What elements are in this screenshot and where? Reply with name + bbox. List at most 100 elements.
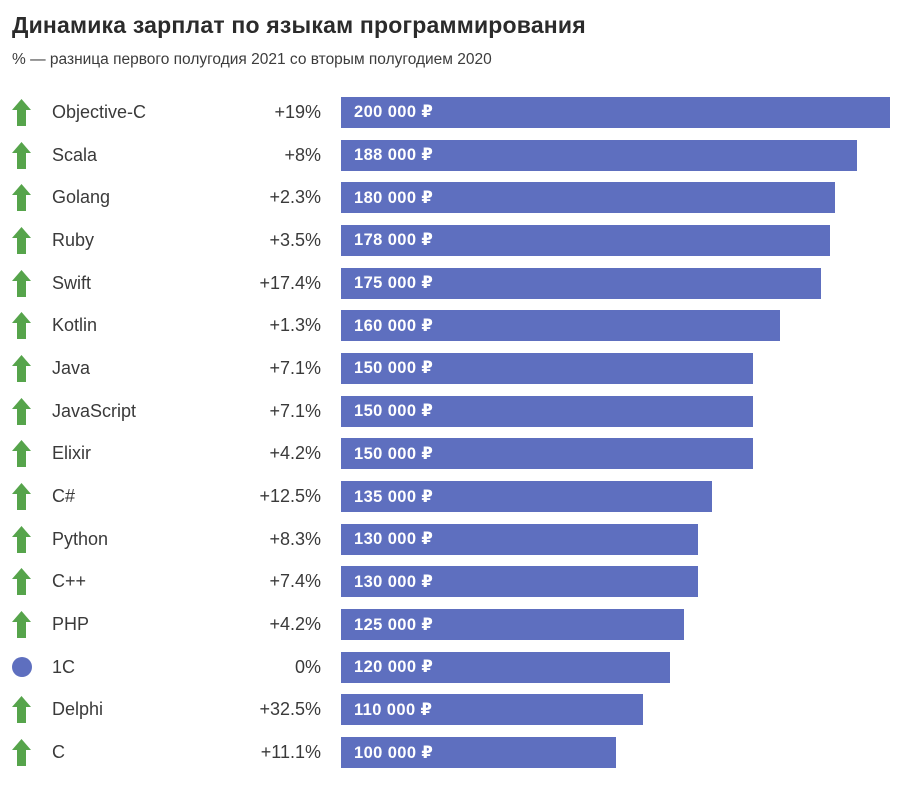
salary-value-label: 180 000 ₽	[354, 188, 434, 207]
percent-change-label: +17.4%	[259, 272, 321, 293]
salary-bar: 110 000 ₽	[341, 694, 643, 726]
language-label: Golang	[52, 187, 111, 208]
trend-icon-cell	[12, 269, 38, 297]
trend-icon-cell	[12, 226, 38, 254]
page-title: Динамика зарплат по языкам программирова…	[12, 12, 586, 38]
language-label: PHP	[52, 614, 90, 635]
percent-change-label: +7.1%	[269, 357, 321, 378]
language-label: Elixir	[52, 443, 91, 464]
chart-row: Kotlin +1.3% 160 000 ₽	[0, 304, 904, 347]
bar-track: 130 000 ₽	[341, 523, 890, 555]
language-label: Java	[52, 357, 91, 378]
arrow-up-icon	[12, 354, 31, 382]
salary-value-label: 130 000 ₽	[354, 530, 434, 549]
chart-row: Golang +2.3% 180 000 ₽	[0, 176, 904, 219]
bar-track: 178 000 ₽	[341, 224, 890, 256]
language-label: Python	[52, 528, 109, 549]
language-label: JavaScript	[52, 400, 137, 421]
arrow-up-icon	[12, 525, 31, 553]
salary-value-label: 150 000 ₽	[354, 359, 434, 378]
salary-value-label: 130 000 ₽	[354, 572, 434, 591]
trend-icon-cell	[12, 397, 38, 425]
salary-bar: 150 000 ₽	[341, 395, 753, 427]
chart-row: Objective-C +19% 200 000 ₽	[0, 91, 904, 134]
trend-icon-cell	[12, 483, 38, 511]
arrow-up-icon	[12, 611, 31, 639]
arrow-up-icon	[12, 696, 31, 724]
language-label: Scala	[52, 144, 98, 165]
language-label: C#	[52, 486, 76, 507]
page-subtitle: % — разница первого полугодия 2021 со вт…	[12, 51, 492, 68]
chart-row: PHP +4.2% 125 000 ₽	[0, 603, 904, 646]
salary-value-label: 178 000 ₽	[354, 231, 434, 250]
bar-track: 100 000 ₽	[341, 737, 890, 769]
language-label: C++	[52, 571, 87, 592]
arrow-up-icon	[12, 739, 31, 767]
percent-change-label: +4.2%	[269, 614, 321, 635]
salary-value-label: 150 000 ₽	[354, 444, 434, 463]
percent-change-label: +7.1%	[269, 400, 321, 421]
percent-change-label: +11.1%	[260, 742, 321, 763]
trend-icon-cell	[12, 739, 38, 767]
trend-icon-cell	[12, 98, 38, 126]
salary-bar: 180 000 ₽	[341, 182, 836, 214]
chart-row: JavaScript +7.1% 150 000 ₽	[0, 390, 904, 433]
salary-bar: 150 000 ₽	[341, 352, 753, 384]
bar-track: 160 000 ₽	[341, 310, 890, 342]
arrow-up-icon	[12, 397, 31, 425]
percent-change-label: +8.3%	[269, 528, 321, 549]
arrow-up-icon	[12, 312, 31, 340]
arrow-up-icon	[12, 226, 31, 254]
chart-row: C++ +7.4% 130 000 ₽	[0, 561, 904, 604]
salary-bar: 200 000 ₽	[341, 96, 890, 128]
arrow-up-icon	[12, 440, 31, 468]
arrow-up-icon	[12, 568, 31, 596]
language-label: Kotlin	[52, 315, 98, 336]
language-label: 1C	[52, 656, 76, 677]
salary-bar: 150 000 ₽	[341, 438, 753, 470]
bar-track: 120 000 ₽	[341, 651, 890, 683]
salary-value-label: 160 000 ₽	[354, 316, 434, 335]
salary-bar: 100 000 ₽	[341, 737, 616, 769]
language-label: Swift	[52, 272, 92, 293]
salary-bar: 130 000 ₽	[341, 566, 698, 598]
salary-bar: 130 000 ₽	[341, 523, 698, 555]
percent-change-label: +32.5%	[259, 699, 321, 720]
salary-value-label: 135 000 ₽	[354, 487, 434, 506]
trend-icon-cell	[12, 440, 38, 468]
salary-bar: 188 000 ₽	[341, 139, 858, 171]
bar-track: 188 000 ₽	[341, 139, 890, 171]
bar-track: 125 000 ₽	[341, 609, 890, 641]
salary-value-label: 110 000 ₽	[354, 700, 433, 719]
trend-icon-cell	[12, 312, 38, 340]
arrow-up-icon	[12, 98, 31, 126]
trend-icon-cell	[12, 141, 38, 169]
salary-bar: 120 000 ₽	[341, 651, 671, 683]
salary-value-label: 120 000 ₽	[354, 658, 434, 677]
arrow-up-icon	[12, 141, 31, 169]
arrow-up-icon	[12, 269, 31, 297]
trend-icon-cell	[12, 525, 38, 553]
trend-icon-cell	[12, 568, 38, 596]
salary-bar: 178 000 ₽	[341, 224, 830, 256]
arrow-up-icon	[12, 184, 31, 212]
arrow-up-icon	[12, 483, 31, 511]
chart-row: Java +7.1% 150 000 ₽	[0, 347, 904, 390]
language-label: Delphi	[52, 699, 104, 720]
percent-change-label: +8%	[284, 144, 321, 165]
trend-icon-cell	[12, 696, 38, 724]
percent-change-label: +12.5%	[259, 486, 321, 507]
chart-row: C +11.1% 100 000 ₽	[0, 731, 904, 774]
bar-track: 200 000 ₽	[341, 96, 890, 128]
salary-value-label: 150 000 ₽	[354, 402, 434, 421]
bar-track: 130 000 ₽	[341, 566, 890, 598]
percent-change-label: +1.3%	[269, 315, 321, 336]
percent-change-label: +19%	[274, 101, 321, 122]
chart-row: Scala +8% 188 000 ₽	[0, 134, 904, 177]
salary-bar: 125 000 ₽	[341, 609, 685, 641]
salary-bar: 135 000 ₽	[341, 481, 712, 513]
percent-change-label: +3.5%	[269, 229, 321, 250]
language-label: Ruby	[52, 229, 95, 250]
salary-value-label: 100 000 ₽	[354, 743, 434, 762]
bar-chart-rows: Objective-C +19% 200 000 ₽ Scala +8% 188…	[0, 91, 904, 774]
